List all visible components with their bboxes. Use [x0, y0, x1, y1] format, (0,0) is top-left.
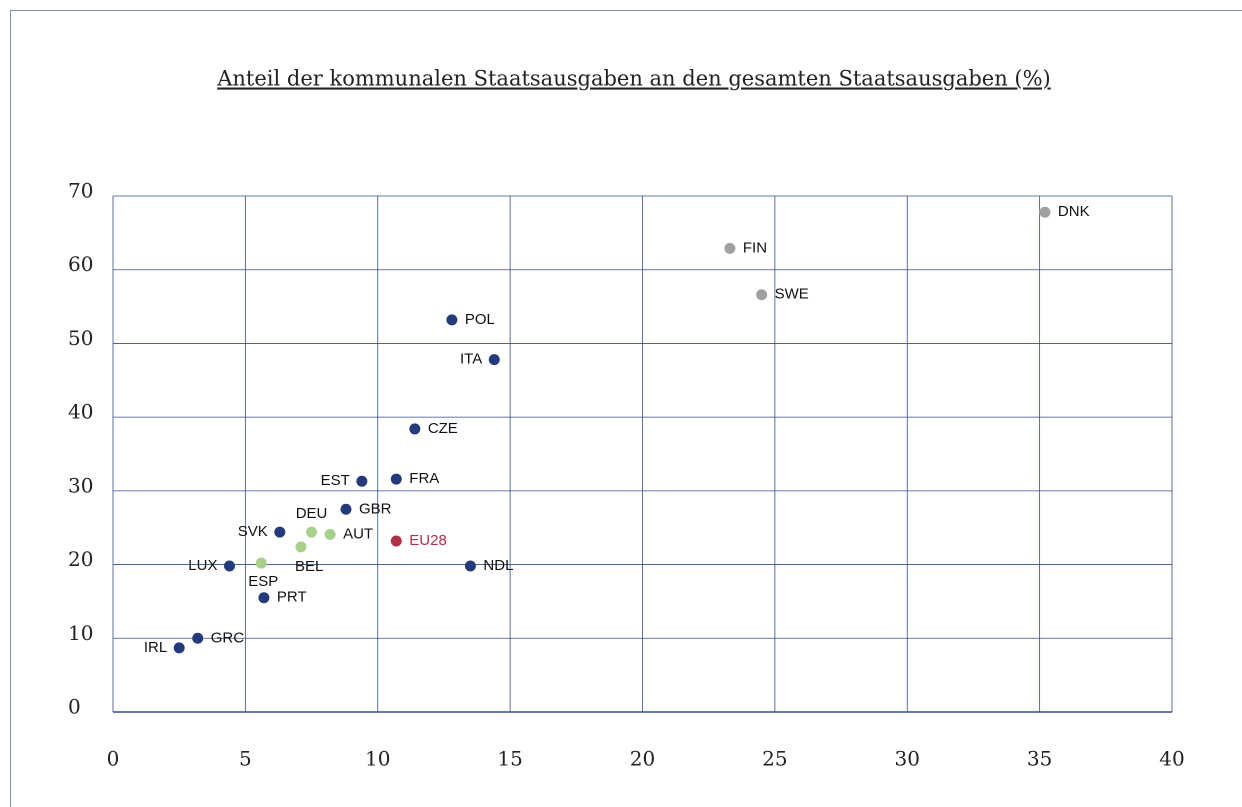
point-label: EST: [321, 472, 350, 489]
y-tick-label: 10: [68, 621, 93, 645]
point: [464, 560, 476, 572]
point: [390, 535, 402, 547]
point-label: ESP: [248, 573, 278, 590]
point-label: CZE: [428, 420, 458, 437]
point: [295, 541, 307, 553]
point: [274, 526, 286, 538]
x-tick-label: 15: [497, 747, 522, 771]
point-label: EU28: [409, 532, 447, 549]
point: [1039, 206, 1051, 218]
y-tick-label: 60: [68, 252, 93, 276]
x-tick-label: 10: [365, 747, 390, 771]
y-tick-label: 0: [68, 695, 81, 719]
point: [255, 557, 267, 569]
point-label: FIN: [743, 239, 767, 256]
point-label: ITA: [460, 351, 482, 368]
y-tick-label: 70: [68, 179, 93, 203]
point: [324, 528, 336, 540]
frame: [10, 10, 1242, 807]
point-label: PRT: [277, 589, 307, 606]
y-tick-label: 40: [68, 400, 93, 424]
x-tick-label: 25: [762, 747, 787, 771]
point: [306, 526, 318, 538]
chart-title: Anteil der kommunalen Staatsausgaben an …: [216, 67, 1051, 91]
point-label: POL: [465, 311, 495, 328]
point: [724, 242, 736, 254]
point-label: IRL: [144, 639, 167, 656]
point-label: AUT: [343, 525, 373, 542]
point: [192, 632, 204, 644]
x-tick-label: 40: [1159, 747, 1184, 771]
point: [340, 503, 352, 515]
point: [356, 475, 368, 487]
point: [390, 473, 402, 485]
point-label: GBR: [359, 500, 392, 517]
point: [488, 354, 500, 366]
point: [173, 642, 185, 654]
x-tick-label: 35: [1027, 747, 1052, 771]
point-label: DEU: [296, 505, 328, 522]
point-label: SWE: [775, 286, 809, 303]
point-label: LUX: [188, 557, 217, 574]
point: [446, 314, 458, 326]
y-tick-label: 20: [68, 547, 93, 571]
x-tick-label: 20: [630, 747, 655, 771]
point-label: NDL: [483, 557, 513, 574]
point-label: SVK: [238, 523, 268, 540]
y-tick-label: 30: [68, 473, 93, 497]
x-tick-label: 0: [107, 747, 120, 771]
x-tick-label: 30: [895, 747, 920, 771]
point-label: FRA: [409, 470, 439, 487]
y-tick-label: 50: [68, 326, 93, 350]
point: [223, 560, 235, 572]
point: [258, 592, 270, 604]
point-label: DNK: [1058, 203, 1090, 220]
point-label: BEL: [295, 558, 323, 575]
point: [409, 423, 421, 435]
point: [756, 289, 768, 301]
x-tick-label: 5: [239, 747, 252, 771]
point-label: GRC: [211, 629, 245, 646]
